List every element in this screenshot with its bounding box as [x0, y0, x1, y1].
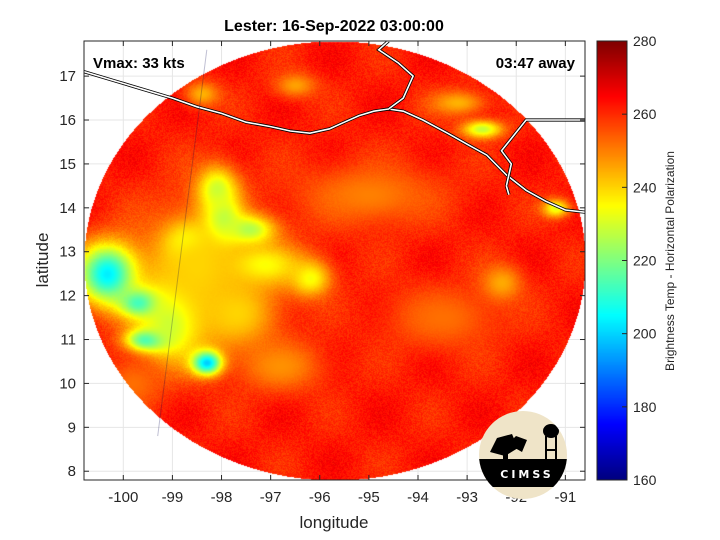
x-tick-label: -97	[260, 489, 282, 506]
vmax-annotation: Vmax: 33 kts	[93, 55, 185, 72]
colorbar-tick-label: 260	[633, 106, 657, 122]
x-tick-label: -100	[108, 489, 138, 506]
x-tick-label: -96	[309, 489, 331, 506]
y-tick-label: 9	[68, 419, 76, 436]
logo-dish-icon	[490, 434, 518, 456]
time-away-annotation: 03:47 away	[496, 55, 576, 72]
colorbar-tick-label: 160	[633, 472, 657, 488]
logo-water-tower-icon	[543, 424, 559, 438]
colorbar-tick-label: 220	[633, 253, 657, 269]
orbit-seam	[157, 49, 208, 437]
x-tick-label: -95	[358, 489, 380, 506]
y-tick-label: 12	[59, 288, 76, 305]
y-tick-label: 15	[59, 156, 76, 173]
logo-building-icon	[479, 459, 567, 487]
colorbar-ticks: 160 180 200 220 240 260 280	[622, 33, 657, 488]
y-tick-label: 10	[59, 375, 76, 392]
plot-frame	[83, 40, 586, 481]
x-tick-label: -93	[456, 489, 478, 506]
brightness-temp-image	[84, 41, 585, 480]
border-line	[377, 41, 415, 110]
y-tick-label: 14	[59, 200, 76, 217]
y-tick-label: 17	[59, 68, 76, 85]
x-tick-label: -91	[555, 489, 577, 506]
colorbar-tick-label: 200	[633, 326, 657, 342]
x-axis-label: longitude	[299, 513, 368, 532]
colorbar-label: Brightness Temp - Horizontal Polarizatio…	[663, 151, 677, 371]
x-tick-label: -98	[211, 489, 233, 506]
y-tick-label: 11	[60, 332, 76, 349]
logo-dish-icon-2	[508, 436, 527, 452]
border-line	[505, 185, 510, 195]
y-tick-label: 16	[59, 112, 76, 129]
plot-title: Lester: 16-Sep-2022 03:00:00	[224, 18, 444, 35]
border-line	[500, 119, 585, 187]
y-axis: 8 9 10 11 12 13 14 15 16 17	[59, 68, 585, 480]
colorbar-tick-label: 180	[633, 399, 657, 415]
cimss-logo: CIMSS	[479, 411, 567, 499]
swath-heatmap	[84, 41, 585, 480]
map-lines	[84, 41, 585, 437]
y-tick-label: 13	[59, 244, 76, 261]
x-tick-label: -94	[407, 489, 429, 506]
y-tick-label: 8	[68, 463, 76, 480]
x-tick-label: -99	[162, 489, 184, 506]
colorbar: 160 180 200 220 240 260 280 Brightness Temp - …	[596, 33, 677, 488]
logo-text: CIMSS	[500, 468, 553, 481]
y-axis-label: latitude	[33, 233, 52, 288]
logo-tower-cross	[545, 449, 557, 451]
coastline	[84, 70, 585, 213]
colorbar-tick-label: 280	[633, 33, 657, 49]
colorbar-tick-label: 240	[633, 179, 657, 195]
